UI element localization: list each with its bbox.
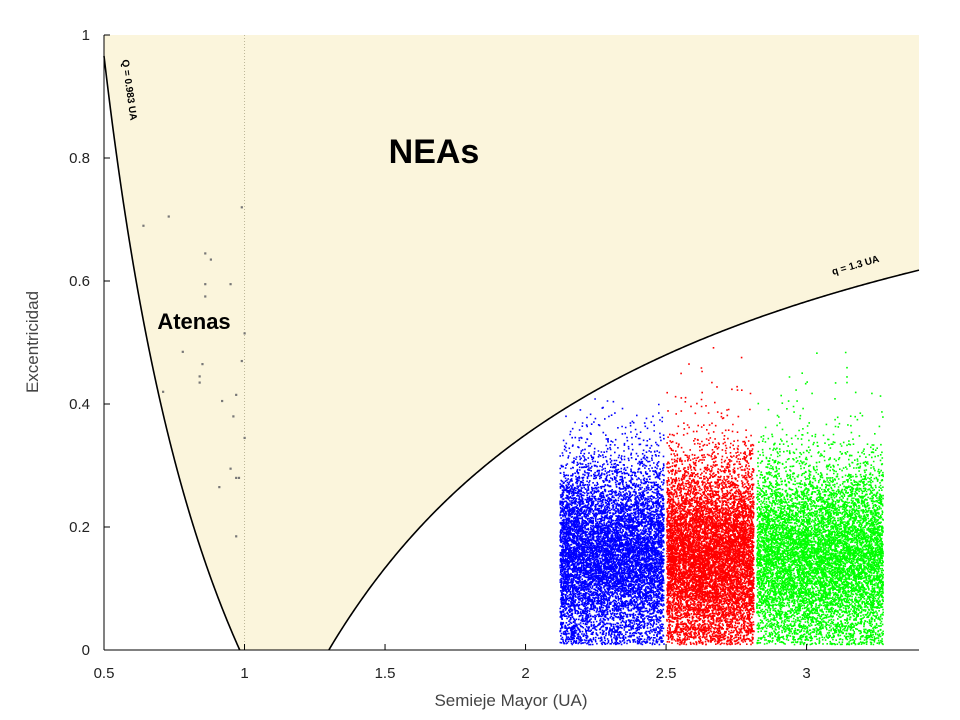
x-tick-label-6: 3 bbox=[802, 665, 810, 682]
x-tick-label-1: 0.5 bbox=[94, 665, 115, 682]
atenas-point-17 bbox=[221, 399, 224, 403]
x-axis-title: Semieje Mayor (UA) bbox=[434, 691, 587, 710]
neas-region-label: NEAs bbox=[389, 133, 480, 171]
atenas-point-21 bbox=[235, 476, 238, 479]
atenas-point-3 bbox=[240, 206, 243, 209]
perihelion-curve bbox=[328, 269, 920, 651]
atenas-point-8 bbox=[204, 295, 207, 298]
atenas-region-label: Atenas bbox=[157, 309, 230, 334]
x-tick-label-3: 1.5 bbox=[375, 665, 396, 682]
atenas-point-15 bbox=[162, 390, 165, 393]
atenas-point-23 bbox=[218, 486, 221, 489]
x-tick-label-2: 1 bbox=[240, 665, 248, 682]
chart-labels: Semieje Mayor (UA) Excentricidad NEAs At… bbox=[23, 59, 881, 710]
series-3-points bbox=[756, 351, 884, 646]
y-tick-label-3: 0.4 bbox=[69, 396, 90, 413]
atenas-point-14 bbox=[198, 381, 201, 384]
atenas-point-12 bbox=[240, 359, 243, 363]
x-tick-label-4: 2 bbox=[521, 665, 529, 682]
atenas-point-24 bbox=[235, 535, 238, 538]
atenas-point-6 bbox=[204, 283, 207, 286]
atenas-point-9 bbox=[243, 332, 246, 335]
atenas-point-2 bbox=[167, 215, 170, 218]
series-2-points bbox=[666, 347, 755, 646]
atenas-point-19 bbox=[243, 436, 246, 440]
nea-region bbox=[104, 35, 919, 650]
y-tick-label-2: 0.2 bbox=[69, 519, 90, 536]
atenas-point-10 bbox=[181, 350, 184, 353]
aphelion-curve bbox=[103, 55, 241, 651]
plot-area bbox=[103, 35, 920, 651]
atenas-point-13 bbox=[198, 375, 201, 378]
y-tick-label-1: 0 bbox=[82, 642, 90, 659]
atenas-point-16 bbox=[235, 393, 238, 396]
x-tick-label-5: 2.5 bbox=[656, 665, 677, 682]
atenas-point-22 bbox=[237, 476, 241, 479]
atenas-point-4 bbox=[204, 252, 207, 255]
atenas-point-1 bbox=[142, 224, 145, 227]
atenas-point-11 bbox=[201, 363, 204, 366]
y-axis-title: Excentricidad bbox=[23, 291, 42, 393]
y-tick-label-6: 1 bbox=[82, 27, 90, 44]
atenas-point-5 bbox=[209, 258, 212, 261]
axes: 0.5 1 1.5 2 2.5 3 0 0.2 0.4 0.6 0.8 1 bbox=[69, 27, 919, 682]
y-tick-label-5: 0.8 bbox=[69, 150, 90, 167]
atenas-point-7 bbox=[229, 283, 232, 286]
series-1-points bbox=[559, 398, 665, 646]
atenas-point-20 bbox=[229, 467, 232, 470]
atenas-point-18 bbox=[232, 415, 235, 418]
y-tick-label-4: 0.6 bbox=[69, 273, 90, 290]
